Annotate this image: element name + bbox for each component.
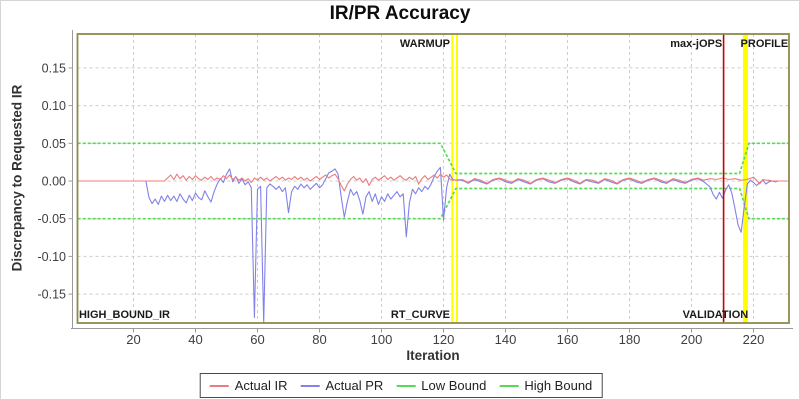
annotation-profile: PROFILE [741, 38, 789, 50]
y-tick-label: 0.10 [42, 99, 66, 113]
annotation-high_bound_ir: HIGH_BOUND_IR [79, 309, 170, 321]
x-tick-label: 140 [495, 332, 517, 347]
series-actual-pr [77, 166, 788, 323]
legend-label: High Bound [524, 378, 593, 393]
legend-label: Actual IR [234, 378, 288, 393]
y-tick-label: -0.05 [38, 212, 67, 226]
legend-swatch-icon [396, 384, 416, 387]
y-tick-label: 0.00 [42, 175, 66, 189]
x-tick-label: 120 [433, 332, 455, 347]
x-tick-label: 220 [743, 332, 765, 347]
annotation-max-jops: max-jOPS [670, 38, 722, 50]
x-tick-label: 60 [250, 332, 264, 347]
legend-box: Actual IR Actual PR Low Bound High Bound [199, 373, 603, 398]
legend-swatch-icon [300, 384, 320, 387]
legend-label: Actual PR [325, 378, 384, 393]
x-axis-title: Iteration [406, 348, 460, 363]
y-tick-label: -0.10 [38, 250, 67, 264]
series-high-bound [77, 142, 789, 175]
annotation-validation: VALIDATION [683, 309, 749, 321]
x-tick-label: 200 [681, 332, 703, 347]
x-tick-label: 40 [188, 332, 202, 347]
legend-item-high-bound: High Bound [499, 378, 592, 393]
x-tick-label: 180 [619, 332, 641, 347]
y-axis-title: Discrepancy to Requested IR [9, 84, 25, 272]
annotation-warmup: WARMUP [400, 38, 450, 50]
annotation-rt_curve: RT_CURVE [391, 309, 450, 321]
x-tick-label: 100 [371, 332, 393, 347]
x-tick-label: 20 [126, 332, 140, 347]
legend-label: Low Bound [421, 378, 487, 393]
legend-item-actual-ir: Actual IR [209, 378, 288, 393]
warmup-band-line-2 [455, 34, 458, 323]
series-low-bound [77, 187, 789, 220]
profile-band [742, 34, 748, 323]
series-actual-ir [77, 173, 788, 192]
y-tick-label: 0.05 [42, 137, 66, 151]
y-tick-label: -0.15 [38, 288, 67, 302]
x-tick-label: 160 [557, 332, 579, 347]
x-tick-label: 80 [312, 332, 326, 347]
legend-swatch-icon [209, 384, 229, 387]
legend-swatch-icon [499, 384, 519, 387]
legend-item-low-bound: Low Bound [396, 378, 486, 393]
chart-title: IR/PR Accuracy [329, 3, 471, 24]
plot-border [76, 33, 790, 324]
legend-item-actual-pr: Actual PR [300, 378, 383, 393]
y-tick-label: 0.15 [42, 61, 66, 75]
